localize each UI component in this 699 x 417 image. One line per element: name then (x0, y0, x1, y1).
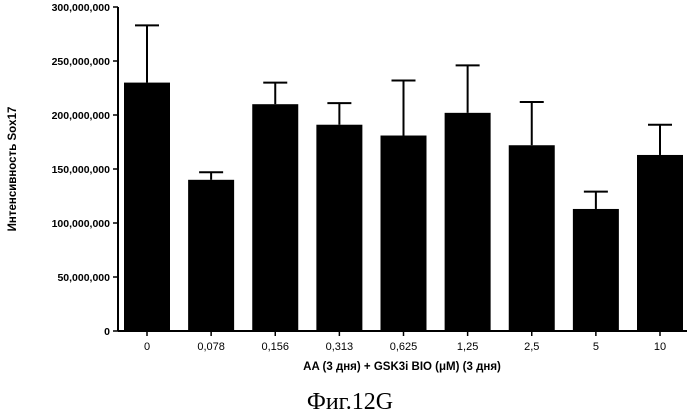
y-axis-label: Интенсивность Sox17 (7, 107, 19, 232)
bar (316, 124, 363, 331)
x-tick-label: 0,625 (390, 341, 418, 353)
bar (508, 145, 555, 331)
y-tick-label: 150,000,000 (52, 164, 111, 176)
x-tick-label: 0,078 (197, 341, 225, 353)
y-tick-label: 50,000,000 (57, 272, 110, 284)
x-tick-label: 0,313 (326, 341, 354, 353)
bar (380, 135, 427, 331)
bar (252, 104, 299, 331)
x-tick-label: 0,156 (261, 341, 289, 353)
y-tick-label: 200,000,000 (52, 110, 111, 122)
x-tick-label: 0 (144, 341, 150, 353)
bar (124, 82, 170, 331)
bar (572, 208, 619, 331)
x-axis-label: AA (3 дня) + GSK3i BIO (μM) (3 дня) (303, 361, 501, 373)
y-tick-label: 250,000,000 (52, 56, 111, 68)
x-tick-label: 5 (593, 341, 599, 353)
bar (444, 112, 491, 331)
x-tick-label: 10 (654, 341, 666, 353)
y-tick-label: 0 (104, 326, 110, 338)
x-tick-label: 1,25 (457, 341, 478, 353)
y-ticks: 0 50,000,000 100,000,000 150,000,000 200,000… (52, 2, 118, 338)
bars (124, 24, 683, 331)
figure-caption: Фиг.12G (307, 389, 393, 415)
y-tick-label: 300,000,000 (52, 2, 111, 14)
bar (188, 179, 235, 331)
y-tick-label: 100,000,000 (52, 218, 111, 230)
x-ticks: 0 0,078 0,156 0,313 0,625 1,25 2,5 5 10 (144, 331, 666, 353)
bar (637, 154, 683, 331)
x-tick-label: 2,5 (524, 341, 539, 353)
